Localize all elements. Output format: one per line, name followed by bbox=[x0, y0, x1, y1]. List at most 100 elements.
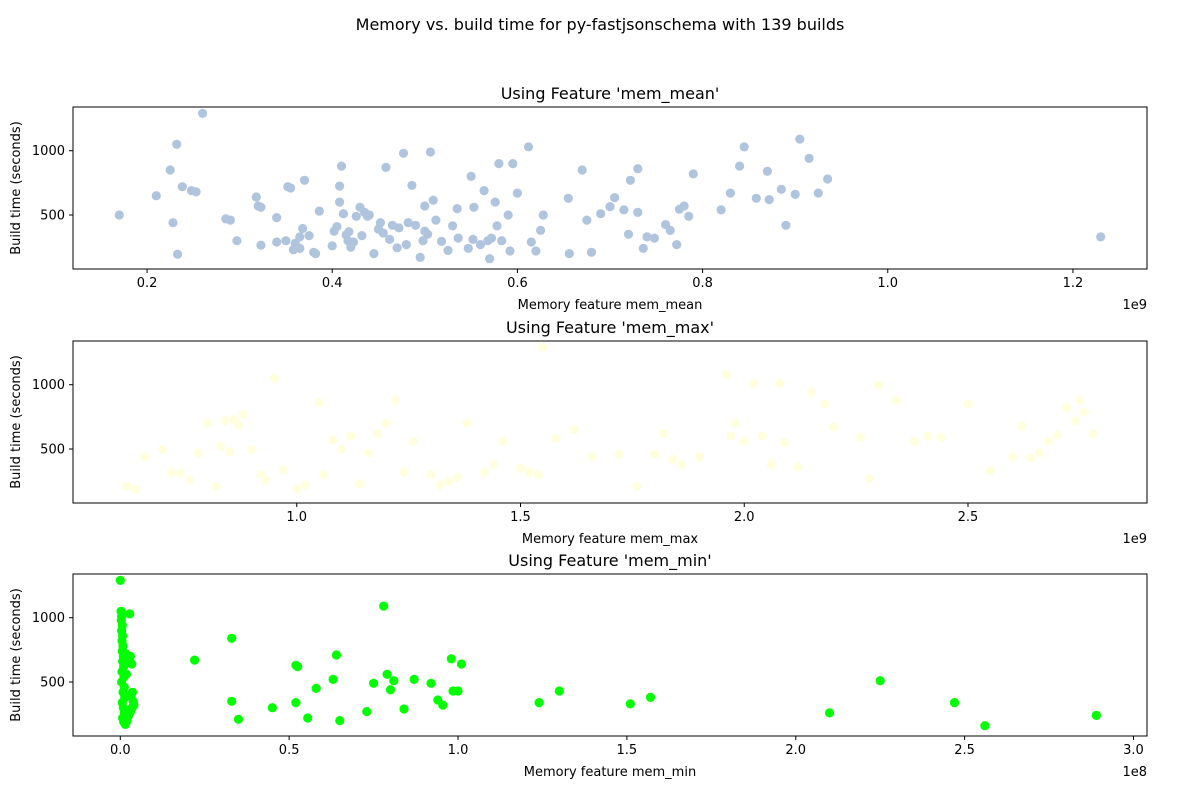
data-point bbox=[665, 225, 675, 235]
data-point bbox=[659, 429, 669, 439]
data-point bbox=[469, 202, 479, 212]
data-point bbox=[569, 425, 579, 435]
mem-min-x-offset-label: 1e8 bbox=[1122, 765, 1147, 780]
data-point bbox=[260, 475, 270, 485]
data-point bbox=[364, 210, 374, 220]
x-tick-label: 1.5 bbox=[510, 510, 531, 525]
data-point bbox=[357, 231, 367, 241]
data-point bbox=[1070, 416, 1080, 426]
data-point bbox=[121, 649, 131, 659]
data-point bbox=[292, 484, 302, 494]
data-point bbox=[512, 188, 523, 198]
x-tick-label: 0.8 bbox=[692, 276, 713, 291]
data-point bbox=[379, 601, 389, 611]
data-point bbox=[1035, 448, 1045, 458]
data-point bbox=[515, 463, 526, 473]
data-point bbox=[806, 387, 817, 397]
data-point bbox=[735, 161, 745, 171]
data-point bbox=[751, 193, 761, 203]
data-point bbox=[314, 206, 324, 216]
data-point bbox=[233, 714, 244, 724]
data-point bbox=[131, 484, 141, 494]
data-point bbox=[338, 209, 348, 219]
data-point bbox=[795, 134, 805, 144]
data-point bbox=[856, 432, 866, 442]
data-point bbox=[303, 713, 313, 723]
mem-min-x-label: Memory feature mem_min bbox=[524, 765, 696, 780]
data-point bbox=[757, 431, 767, 441]
data-point bbox=[776, 184, 786, 194]
data-point bbox=[490, 197, 500, 207]
data-point bbox=[494, 159, 504, 169]
mem-max-points bbox=[122, 342, 1098, 494]
x-tick-label: 2.0 bbox=[785, 743, 806, 758]
data-point bbox=[351, 211, 361, 221]
data-point bbox=[453, 472, 463, 482]
x-tick-label: 1.0 bbox=[286, 510, 307, 525]
data-point bbox=[375, 218, 385, 228]
data-point bbox=[409, 674, 419, 685]
data-point bbox=[140, 452, 150, 462]
mem-mean-axes-frame bbox=[72, 106, 1148, 270]
data-point bbox=[399, 704, 409, 714]
data-point bbox=[435, 480, 445, 490]
subplot-mem-mean: Using Feature 'mem_mean' 0.2 0.4 0.6 0.8 1.0 1… bbox=[9, 84, 1148, 313]
x-tick-label: 2.5 bbox=[958, 510, 979, 525]
data-point bbox=[251, 192, 261, 202]
data-point bbox=[554, 686, 564, 696]
data-point bbox=[173, 249, 183, 259]
x-tick-label: 0.2 bbox=[137, 276, 158, 291]
data-point bbox=[766, 459, 776, 469]
data-point bbox=[328, 674, 338, 685]
data-point bbox=[426, 470, 436, 480]
data-point bbox=[645, 692, 656, 703]
data-point bbox=[202, 418, 212, 428]
data-point bbox=[345, 431, 356, 441]
mem-mean-y-label: Build time (seconds) bbox=[9, 121, 24, 255]
data-point bbox=[1079, 407, 1089, 417]
data-point bbox=[1091, 710, 1101, 721]
data-point bbox=[823, 174, 833, 184]
data-point bbox=[299, 175, 310, 185]
mem-mean-x-label: Memory feature mem_mean bbox=[518, 298, 703, 313]
mem-min-y-label: Build time (seconds) bbox=[9, 588, 24, 722]
data-point bbox=[225, 447, 235, 457]
x-tick-label: 2.5 bbox=[954, 743, 975, 758]
data-point bbox=[625, 175, 636, 185]
data-point bbox=[220, 416, 230, 426]
data-point bbox=[726, 431, 736, 441]
data-point bbox=[295, 232, 305, 242]
data-point bbox=[348, 237, 359, 247]
data-point bbox=[534, 698, 544, 708]
mem-mean-x-offset-label: 1e9 bbox=[1122, 298, 1147, 313]
data-point bbox=[480, 467, 490, 477]
x-tick-label: 1.0 bbox=[448, 743, 469, 758]
data-point bbox=[538, 210, 548, 220]
data-point bbox=[694, 452, 705, 462]
data-point bbox=[311, 683, 321, 694]
mem-max-x-label: Memory feature mem_max bbox=[522, 532, 699, 547]
data-point bbox=[165, 165, 175, 175]
data-point bbox=[328, 435, 338, 445]
y-tick-label: 1000 bbox=[32, 378, 65, 393]
data-point bbox=[909, 436, 919, 446]
mem-min-points bbox=[115, 575, 1101, 731]
data-point bbox=[314, 398, 324, 408]
data-point bbox=[423, 229, 433, 239]
data-point bbox=[191, 187, 201, 197]
data-point bbox=[677, 459, 687, 469]
data-point bbox=[115, 575, 125, 586]
mem-mean-title: Using Feature 'mem_mean' bbox=[501, 84, 720, 104]
data-point bbox=[650, 449, 660, 459]
x-tick-label: 0.5 bbox=[279, 743, 300, 758]
data-point bbox=[730, 418, 740, 428]
data-point bbox=[452, 204, 462, 214]
data-point bbox=[336, 444, 347, 454]
data-point bbox=[526, 237, 536, 247]
data-point bbox=[596, 209, 606, 219]
data-point bbox=[114, 210, 124, 220]
data-point bbox=[503, 210, 513, 220]
data-point bbox=[781, 220, 791, 230]
x-tick-label: 1.2 bbox=[1063, 276, 1084, 291]
